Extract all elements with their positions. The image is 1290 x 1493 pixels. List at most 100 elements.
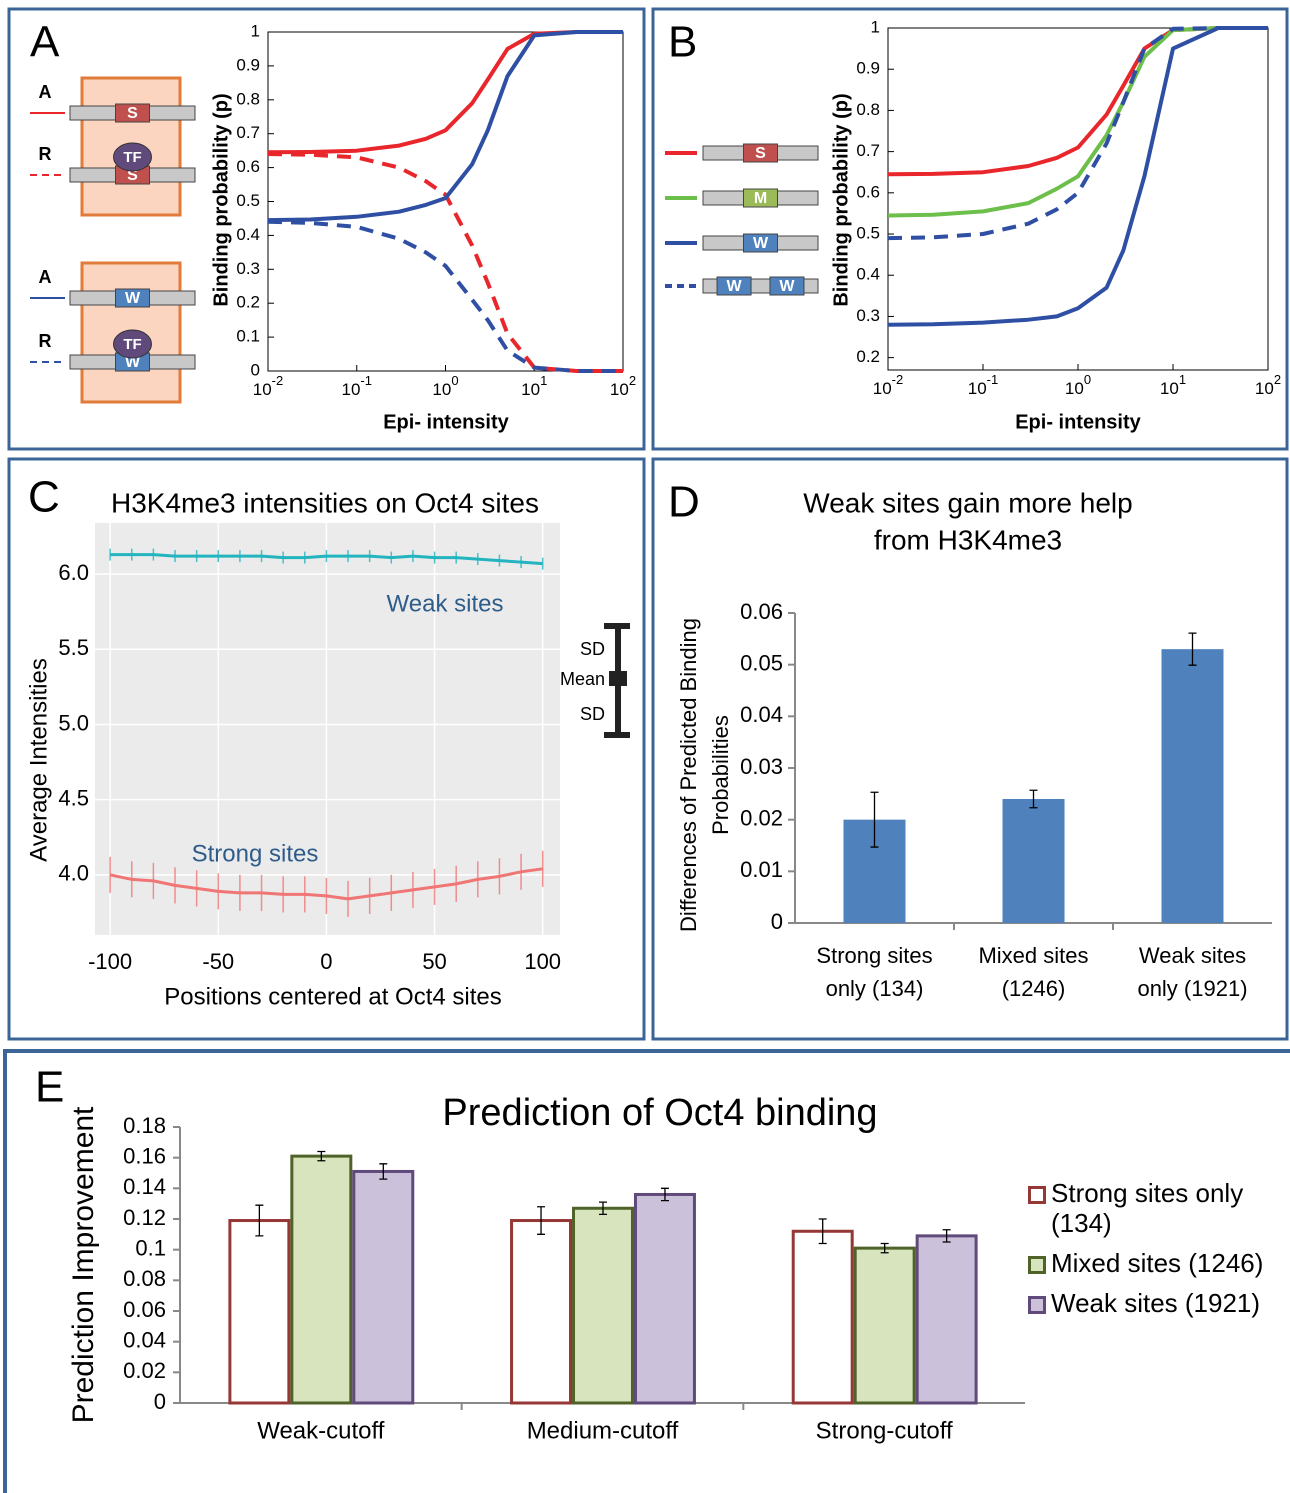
x-tick-label: 102	[1255, 372, 1281, 398]
site-label: S	[127, 105, 138, 122]
x-tick-label: Strong-cutoff	[816, 1417, 953, 1444]
legend-swatch	[1028, 1296, 1046, 1314]
x-tick-label: 50	[422, 949, 446, 974]
panel-letter: D	[668, 478, 700, 527]
y-axis-label: Binding probability (p)	[830, 93, 852, 306]
x-tick-label: 100	[524, 949, 561, 974]
bar	[791, 1229, 854, 1405]
tick-exponent: 2	[629, 373, 636, 388]
tick-exponent: 0	[1084, 372, 1091, 387]
binding-site	[716, 276, 752, 296]
y-tick-label: 0	[771, 909, 783, 934]
tick-exponent: -2	[892, 372, 904, 387]
tick-base: 10	[873, 379, 892, 398]
axes-frame	[887, 27, 1269, 371]
error-bar	[537, 1206, 546, 1235]
error-bar	[255, 1204, 264, 1237]
x-tick-label: Weak sites	[1139, 943, 1246, 968]
legend: Strong sites only (134) Mixed sites (1246…	[1028, 1178, 1290, 1328]
y-tick-label: 0	[154, 1389, 166, 1414]
site-label: W	[726, 278, 742, 295]
row-label: A	[39, 267, 52, 287]
bar	[352, 1169, 415, 1405]
y-tick-label: 5.0	[58, 710, 89, 735]
bar	[1002, 799, 1065, 923]
tick-base: 10	[521, 380, 540, 399]
site-label: M	[754, 190, 767, 207]
annotation: Weak sites	[387, 590, 504, 617]
legend-label: Weak sites (1921)	[1051, 1288, 1261, 1318]
legend-label: Mixed sites (1246)	[1051, 1248, 1264, 1278]
x-tick-label: 100	[1065, 372, 1091, 398]
legend-item: Weak sites (1921)	[1028, 1288, 1290, 1318]
x-tick-label: (1246)	[1002, 976, 1066, 1001]
y-tick-label: 0.7	[236, 123, 260, 142]
sd-legend-label: SD	[580, 704, 605, 724]
row-label: A	[39, 82, 52, 102]
y-tick-label: 0.04	[740, 702, 783, 727]
y-tick-label: 0.12	[123, 1205, 166, 1230]
x-tick-label: 101	[1160, 372, 1186, 398]
site-label: S	[755, 145, 766, 162]
y-tick-label: 0.16	[123, 1143, 166, 1168]
error-bar	[660, 1187, 669, 1202]
x-tick-label: -50	[202, 949, 234, 974]
y-tick-label: 0.04	[123, 1327, 166, 1352]
y-tick-label: 5.5	[58, 635, 89, 660]
y-tick-label: 0.6	[856, 182, 880, 201]
y-tick-label: 0.3	[236, 259, 260, 278]
x-tick-label: -100	[88, 949, 132, 974]
y-axis-label: Differences of Predicted Binding	[676, 618, 701, 932]
x-tick-label: 10-1	[968, 372, 998, 398]
error-bar	[379, 1163, 388, 1180]
tick-exponent: 1	[1179, 372, 1186, 387]
series-line	[267, 219, 623, 373]
series-line	[109, 867, 543, 901]
x-tick-label: Weak-cutoff	[257, 1417, 385, 1444]
y-axis-label: Average Intensities	[25, 658, 52, 862]
chart-title: H3K4me3 intensities on Oct4 sites	[111, 487, 539, 518]
series-line	[887, 26, 1268, 177]
panel-letter: E	[35, 1063, 64, 1112]
chart-title: Weak sites gain more help	[803, 487, 1132, 518]
series-line	[887, 26, 1268, 241]
site-label: W	[125, 290, 141, 307]
panel-frame	[651, 7, 1289, 451]
y-axis-label: Prediction Improvement	[67, 1106, 100, 1423]
x-axis-label: Positions centered at Oct4 sites	[164, 983, 502, 1010]
tick-base: 10	[342, 380, 361, 399]
y-tick-label: 0.5	[236, 191, 260, 210]
y-tick-label: 0.06	[123, 1297, 166, 1322]
y-tick-label: 0.4	[856, 265, 880, 284]
series-line	[267, 30, 623, 223]
tick-base: 10	[610, 380, 629, 399]
panel-letter: C	[28, 473, 60, 522]
x-tick-label: 10-2	[253, 373, 283, 399]
x-tick-label: 100	[432, 373, 458, 399]
y-tick-label: 0.8	[236, 89, 260, 108]
legend-swatch	[1028, 1256, 1046, 1274]
tf-protein	[113, 142, 152, 172]
bar	[228, 1219, 291, 1405]
tick-exponent: 1	[540, 373, 547, 388]
y-tick-label: 0.08	[123, 1266, 166, 1291]
error-bar	[599, 1201, 607, 1216]
binding-site	[769, 276, 805, 296]
y-tick-label: 6.0	[58, 560, 89, 585]
y-axis-label: Binding probability (p)	[210, 93, 232, 306]
error-bar	[870, 791, 879, 848]
panel-letter: A	[30, 18, 60, 67]
y-tick-label: 0.1	[236, 327, 260, 346]
tick-exponent: 2	[1274, 372, 1281, 387]
y-tick-label: 0.9	[856, 59, 880, 78]
annotation: Strong sites	[192, 840, 319, 867]
chart-title: from H3K4me3	[874, 524, 1062, 555]
x-tick-label: 102	[610, 373, 636, 399]
bar	[290, 1154, 353, 1405]
y-tick-label: 0.03	[740, 754, 783, 779]
x-axis-label: Epi- intensity	[383, 411, 509, 433]
legend-swatch	[1028, 1186, 1046, 1204]
tick-exponent: -1	[360, 373, 372, 388]
y-tick-label: 0.02	[123, 1358, 166, 1383]
